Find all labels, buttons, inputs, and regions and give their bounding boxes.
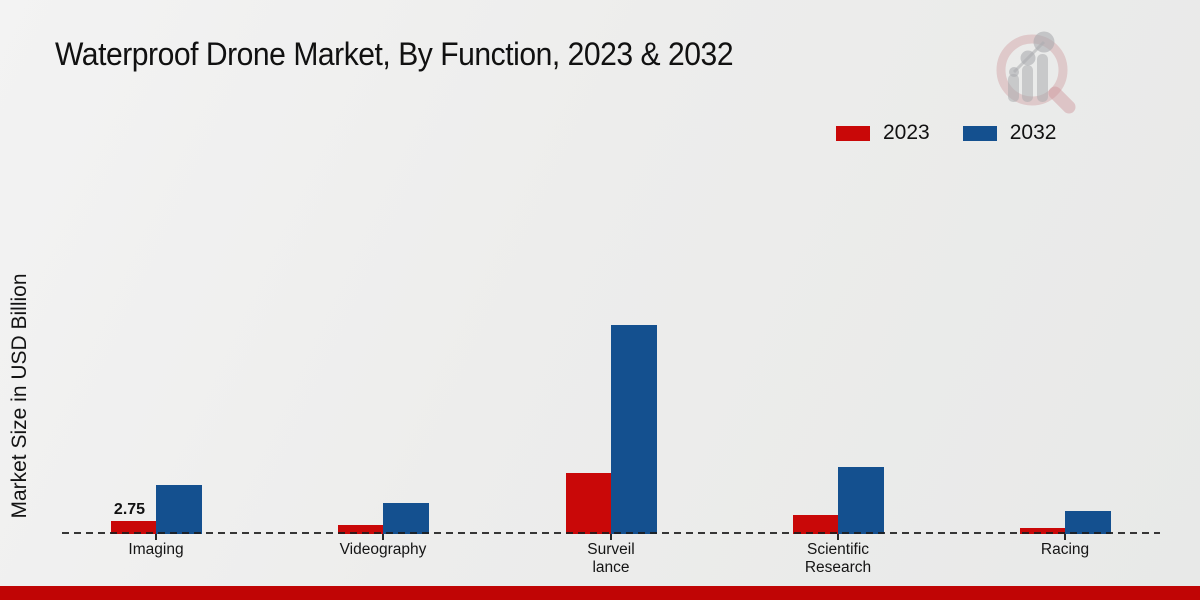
bar-2023-videography: [338, 525, 383, 534]
legend-item-2023: 2023: [836, 121, 930, 145]
legend-label-2032: 2032: [1009, 121, 1057, 144]
bar-2032-surveillance: [611, 325, 657, 534]
x-axis-label-scientific-research: Scientific Research: [804, 541, 872, 576]
legend-swatch-2023: [836, 125, 870, 141]
x-axis-label-videography: Videography: [339, 541, 427, 558]
x-axis-tick-scientific-research: [837, 534, 839, 540]
footer-accent-bar: [0, 586, 1200, 600]
bar-2032-videography: [383, 503, 429, 534]
legend-swatch-2032: [962, 125, 997, 141]
x-axis-tick-surveillance: [610, 534, 612, 540]
legend-label-2023: 2023: [883, 121, 930, 144]
x-axis-label-racing: Racing: [1040, 541, 1090, 558]
bar-2023-imaging: [111, 521, 156, 534]
x-axis-tick-imaging: [155, 534, 157, 540]
data-label-imaging-2023: 2.75: [113, 501, 146, 518]
chart-title: Waterproof Drone Market, By Function, 20…: [55, 36, 734, 72]
x-axis-tick-racing: [1064, 534, 1066, 540]
bar-2023-racing: [1020, 528, 1065, 534]
x-axis-label-surveillance: Surveil lance: [587, 541, 635, 576]
legend: 2023 2032: [836, 121, 1056, 145]
legend-item-2032: 2032: [962, 121, 1057, 145]
bar-2032-imaging: [156, 485, 202, 534]
x-axis-tick-videography: [382, 534, 384, 540]
bar-2023-scientific-research: [793, 515, 838, 534]
x-axis-label-imaging: Imaging: [128, 541, 184, 558]
bar-2032-racing: [1065, 511, 1111, 534]
bar-2032-scientific-research: [838, 467, 884, 534]
market-research-future-logo-icon: [996, 31, 1076, 114]
bar-2023-surveillance: [566, 473, 611, 534]
